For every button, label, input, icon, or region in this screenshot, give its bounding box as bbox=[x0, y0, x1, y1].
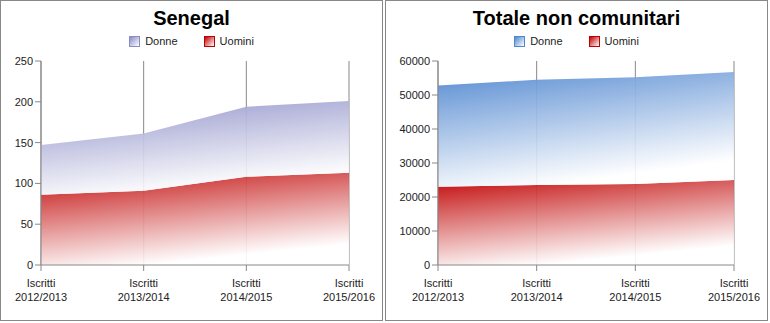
svg-text:200: 200 bbox=[15, 96, 33, 108]
svg-text:Iscritti2015/2016: Iscritti2015/2016 bbox=[708, 277, 760, 303]
svg-text:Iscritti2012/2013: Iscritti2012/2013 bbox=[15, 277, 67, 303]
svg-text:100: 100 bbox=[15, 177, 33, 189]
html-text:Totale non comunitari: Totale non comunitari bbox=[472, 7, 681, 29]
html-text:Uomini: Uomini bbox=[219, 35, 254, 47]
html-text:Senegal: Senegal bbox=[153, 7, 230, 29]
svg-text:Iscritti2013/2014: Iscritti2013/2014 bbox=[511, 277, 563, 303]
svg-text:50000: 50000 bbox=[399, 89, 430, 101]
svg-text:50: 50 bbox=[21, 218, 33, 230]
svg-text:Iscritti2014/2015: Iscritti2014/2015 bbox=[220, 277, 272, 303]
svg-text:60000: 60000 bbox=[399, 55, 430, 67]
svg-text:40000: 40000 bbox=[399, 123, 430, 135]
svg-text:Iscritti2015/2016: Iscritti2015/2016 bbox=[323, 277, 375, 303]
html-text:Donne: Donne bbox=[530, 35, 563, 47]
svg-text:0: 0 bbox=[424, 259, 430, 271]
svg-text:10000: 10000 bbox=[399, 225, 430, 237]
svg-text:Iscritti2012/2013: Iscritti2012/2013 bbox=[412, 277, 464, 303]
svg-text:20000: 20000 bbox=[399, 191, 430, 203]
html-text:Donne: Donne bbox=[145, 35, 178, 47]
svg-text:150: 150 bbox=[15, 137, 33, 149]
svg-text:Iscritti2014/2015: Iscritti2014/2015 bbox=[609, 277, 661, 303]
svg-text:Iscritti2013/2014: Iscritti2013/2014 bbox=[118, 277, 170, 303]
svg-text:30000: 30000 bbox=[399, 157, 430, 169]
html-text:Uomini: Uomini bbox=[604, 35, 639, 47]
svg-text:0: 0 bbox=[27, 259, 33, 271]
svg-text:250: 250 bbox=[15, 55, 33, 67]
